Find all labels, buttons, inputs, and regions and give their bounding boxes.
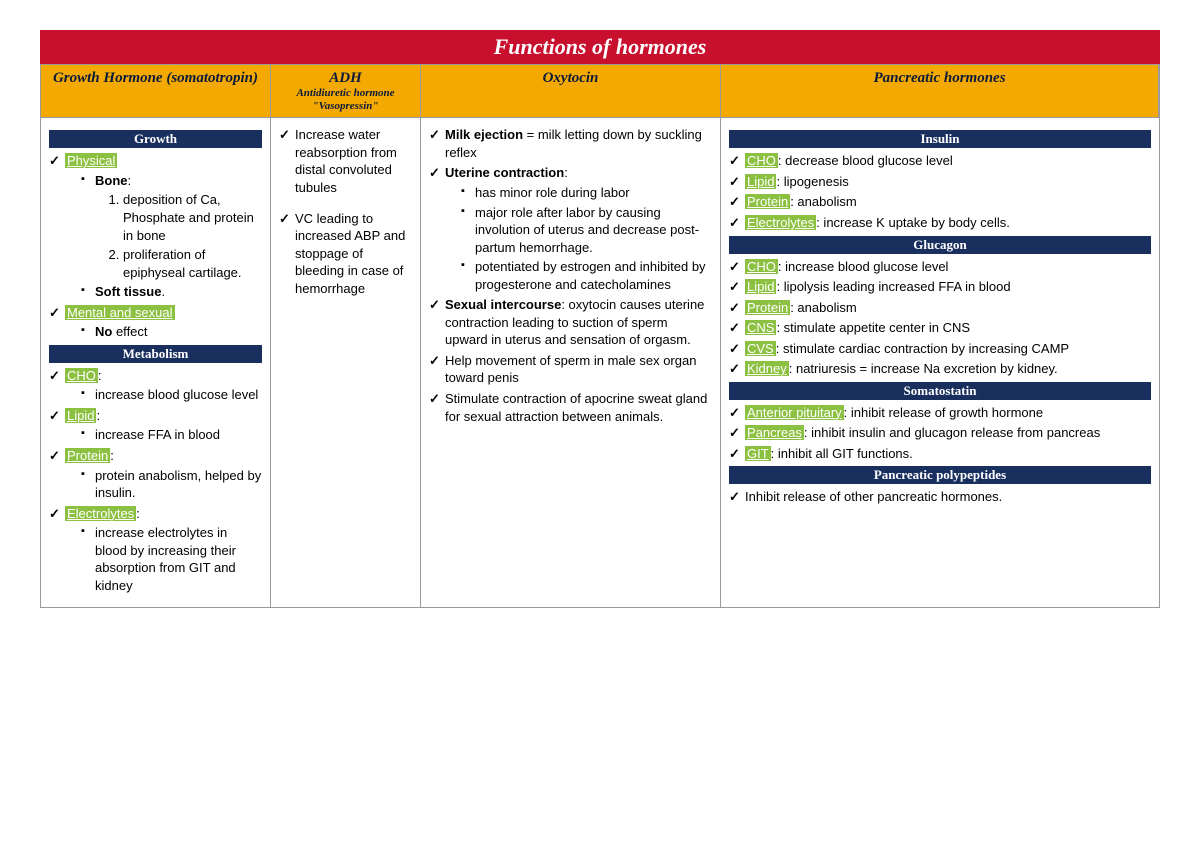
glu-cns: CNS: stimulate appetite center in CNS <box>729 319 1151 337</box>
som-ap: Anterior pituitary: inhibit release of g… <box>729 404 1151 422</box>
gh-lipid-txt: increase FFA in blood <box>81 426 262 444</box>
gh-physical: Physical Bone: deposition of Ca, Phospha… <box>49 152 262 300</box>
page-title: Functions of hormones <box>40 30 1160 64</box>
cell-panc: Insulin CHO: decrease blood glucose leve… <box>721 118 1159 607</box>
ins-lip: Lipid: lipogenesis <box>729 173 1151 191</box>
adh-sub2: "Vasopressin" <box>277 100 414 113</box>
gh-bone-1: deposition of Ca, Phosphate and protein … <box>123 191 262 244</box>
adh-title: ADH <box>329 70 362 86</box>
cell-oxy: Milk ejection = milk letting down by suc… <box>421 118 721 607</box>
sec-insulin: Insulin <box>729 130 1151 148</box>
glu-cho: CHO: increase blood glucose level <box>729 258 1151 276</box>
col-header-oxy: Oxytocin <box>421 65 721 118</box>
ins-cho: CHO: decrease blood glucose level <box>729 152 1151 170</box>
sec-somato: Somatostatin <box>729 382 1151 400</box>
som-git: GIT: inhibit all GIT functions. <box>729 445 1151 463</box>
sec-growth: Growth <box>49 130 262 148</box>
gh-elec-txt: increase electrolytes in blood by increa… <box>81 524 262 594</box>
pp-txt: Inhibit release of other pancreatic horm… <box>729 488 1151 506</box>
oxy-uc-2: major role after labor by causing involu… <box>461 204 712 257</box>
gh-cho-txt: increase blood glucose level <box>81 386 262 404</box>
col-header-panc: Pancreatic hormones <box>721 65 1159 118</box>
som-pan: Pancreas: inhibit insulin and glucagon r… <box>729 424 1151 442</box>
oxy-sex: Sexual intercourse: oxytocin causes uter… <box>429 296 712 349</box>
oxy-uc: Uterine contraction: has minor role duri… <box>429 164 712 293</box>
gh-cho: CHO: increase blood glucose level <box>49 367 262 404</box>
sec-pp: Pancreatic polypeptides <box>729 466 1151 484</box>
glu-cvs: CVS: stimulate cardiac contraction by in… <box>729 340 1151 358</box>
gh-soft: Soft tissue. <box>81 283 262 301</box>
glu-pro: Protein: anabolism <box>729 299 1151 317</box>
col-header-adh: ADH Antidiuretic hormone "Vasopressin" <box>271 65 421 118</box>
adh-2: VC leading to increased ABP and stoppage… <box>279 210 412 298</box>
adh-sub1: Antidiuretic hormone <box>277 87 414 100</box>
oxy-sweat: Stimulate contraction of apocrine sweat … <box>429 390 712 425</box>
adh-1: Increase water reabsorption from distal … <box>279 126 412 196</box>
sec-metabolism: Metabolism <box>49 345 262 363</box>
glu-lip: Lipid: lipolysis leading increased FFA i… <box>729 278 1151 296</box>
ins-ele: Electrolytes: increase K uptake by body … <box>729 214 1151 232</box>
oxy-uc-1: has minor role during labor <box>461 184 712 202</box>
cell-gh: Growth Physical Bone: deposition of Ca, … <box>41 118 271 607</box>
gh-bone-2: proliferation of epiphyseal cartilage. <box>123 246 262 281</box>
ins-pro: Protein: anabolism <box>729 193 1151 211</box>
gh-bone: Bone: deposition of Ca, Phosphate and pr… <box>81 172 262 281</box>
gh-noeffect: No effect <box>81 323 262 341</box>
gh-mental: Mental and sexual No effect <box>49 304 262 341</box>
oxy-milk: Milk ejection = milk letting down by suc… <box>429 126 712 161</box>
hormone-table: Growth Hormone (somatotropin) ADH Antidi… <box>40 64 1160 608</box>
oxy-uc-3: potentiated by estrogen and inhibited by… <box>461 258 712 293</box>
oxy-sperm: Help movement of sperm in male sex organ… <box>429 352 712 387</box>
col-header-gh: Growth Hormone (somatotropin) <box>41 65 271 118</box>
gh-lipid: Lipid: increase FFA in blood <box>49 407 262 444</box>
sec-glucagon: Glucagon <box>729 236 1151 254</box>
cell-adh: Increase water reabsorption from distal … <box>271 118 421 607</box>
gh-protein-txt: protein anabolism, helped by insulin. <box>81 467 262 502</box>
glu-kid: Kidney: natriuresis = increase Na excret… <box>729 360 1151 378</box>
gh-protein: Protein: protein anabolism, helped by in… <box>49 447 262 502</box>
gh-elec: Electrolytes: increase electrolytes in b… <box>49 505 262 595</box>
